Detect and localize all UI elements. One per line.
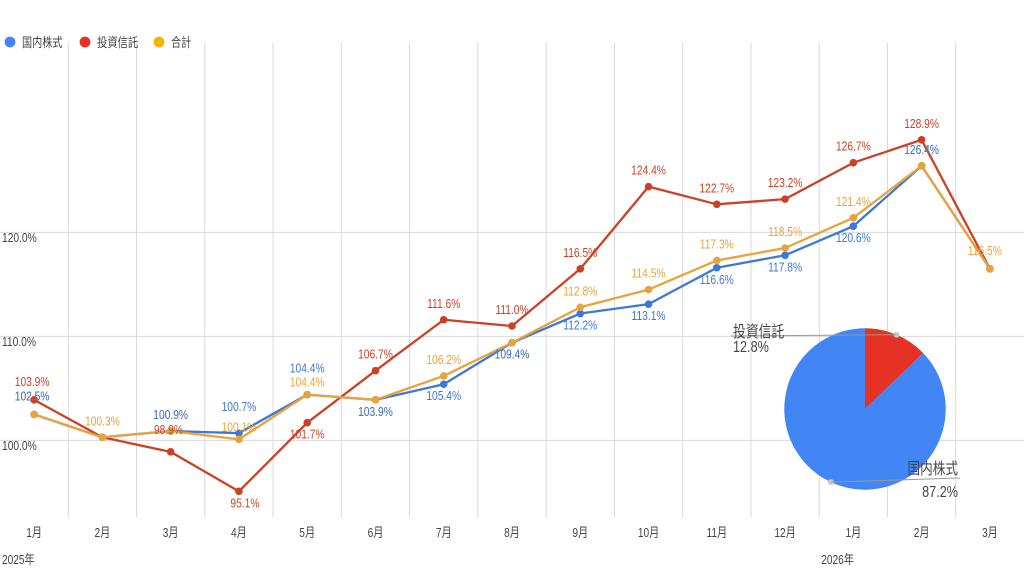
svg-text:123.2%: 123.2%: [768, 175, 803, 190]
svg-text:124.4%: 124.4%: [631, 163, 666, 178]
svg-text:109.4%: 109.4%: [495, 347, 530, 362]
svg-text:1月: 1月: [26, 525, 42, 540]
svg-text:104.4%: 104.4%: [290, 361, 325, 376]
svg-text:95.1%: 95.1%: [230, 495, 259, 510]
svg-text:国内株式: 国内株式: [907, 460, 958, 478]
svg-text:112.2%: 112.2%: [563, 318, 597, 333]
svg-text:100.3%: 100.3%: [85, 413, 120, 428]
svg-text:120.6%: 120.6%: [836, 230, 871, 245]
svg-text:106.7%: 106.7%: [358, 347, 393, 362]
svg-text:110.0%: 110.0%: [2, 334, 36, 349]
svg-text:98.9%: 98.9%: [154, 422, 183, 437]
svg-text:116.6%: 116.6%: [700, 272, 734, 287]
svg-text:116.5%: 116.5%: [968, 243, 1002, 258]
svg-text:113.1%: 113.1%: [632, 308, 666, 323]
svg-text:128.9%: 128.9%: [904, 116, 939, 131]
svg-text:120.0%: 120.0%: [2, 230, 37, 245]
svg-text:106.2%: 106.2%: [426, 352, 461, 367]
svg-text:111.0%: 111.0%: [495, 302, 529, 317]
svg-text:121.4%: 121.4%: [836, 194, 871, 209]
svg-text:112.8%: 112.8%: [563, 283, 597, 298]
svg-text:126.4%: 126.4%: [904, 142, 939, 157]
svg-text:87.2%: 87.2%: [922, 484, 958, 501]
svg-text:10月: 10月: [638, 525, 659, 540]
svg-text:6月: 6月: [368, 525, 384, 540]
svg-text:102.5%: 102.5%: [15, 388, 50, 403]
svg-text:105.4%: 105.4%: [426, 388, 461, 403]
svg-text:118.5%: 118.5%: [768, 224, 802, 239]
svg-text:3月: 3月: [163, 525, 179, 540]
svg-text:国内株式: 国内株式: [22, 35, 63, 50]
svg-text:100.9%: 100.9%: [153, 407, 188, 422]
svg-text:103.9%: 103.9%: [15, 374, 50, 389]
svg-text:5月: 5月: [299, 525, 315, 540]
svg-text:2025年: 2025年: [2, 552, 35, 567]
svg-text:126.7%: 126.7%: [836, 139, 871, 154]
svg-text:2026年: 2026年: [821, 552, 854, 567]
svg-text:1月: 1月: [845, 525, 861, 540]
svg-text:合計: 合計: [171, 35, 191, 50]
svg-text:12月: 12月: [774, 525, 795, 540]
svg-text:4月: 4月: [231, 525, 247, 540]
svg-text:116.5%: 116.5%: [563, 245, 597, 260]
svg-text:100.7%: 100.7%: [222, 399, 257, 414]
svg-text:8月: 8月: [504, 525, 520, 540]
svg-text:122.7%: 122.7%: [699, 180, 734, 195]
svg-text:117.3%: 117.3%: [700, 236, 734, 251]
svg-text:7月: 7月: [436, 525, 452, 540]
svg-text:111.6%: 111.6%: [427, 296, 461, 311]
svg-text:100.0%: 100.0%: [2, 438, 37, 453]
svg-text:3月: 3月: [982, 525, 998, 540]
svg-text:11月: 11月: [706, 525, 727, 540]
svg-text:117.8%: 117.8%: [768, 259, 802, 274]
svg-text:100.1%: 100.1%: [222, 419, 257, 434]
svg-text:103.9%: 103.9%: [358, 404, 393, 419]
svg-text:9月: 9月: [572, 525, 588, 540]
svg-text:101.7%: 101.7%: [290, 427, 325, 442]
svg-text:114.5%: 114.5%: [632, 266, 666, 281]
svg-text:2月: 2月: [914, 525, 930, 540]
svg-text:12.8%: 12.8%: [733, 339, 769, 356]
svg-text:104.4%: 104.4%: [290, 375, 325, 390]
svg-text:投資信託: 投資信託: [97, 35, 138, 50]
svg-text:2月: 2月: [95, 525, 111, 540]
